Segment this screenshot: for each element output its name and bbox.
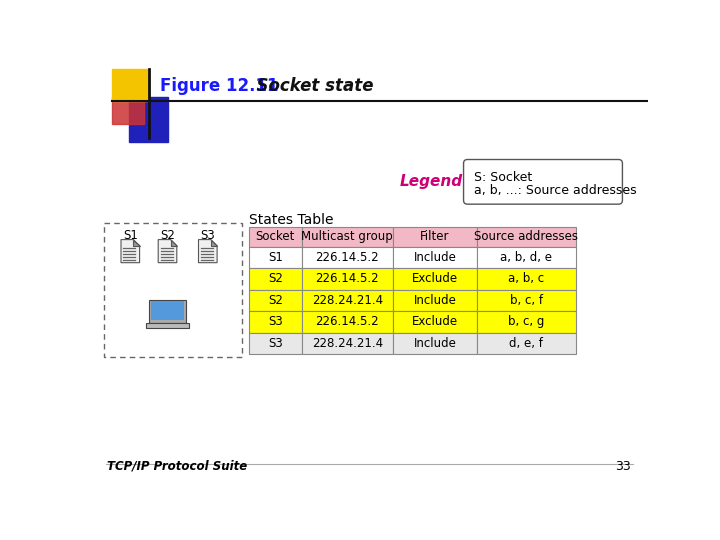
Text: Socket: Socket <box>256 230 295 243</box>
Text: a, b, ...: Source addresses: a, b, ...: Source addresses <box>474 184 636 197</box>
Text: Filter: Filter <box>420 230 449 243</box>
Text: 226.14.5.2: 226.14.5.2 <box>315 251 379 264</box>
Bar <box>302 311 393 333</box>
Polygon shape <box>199 240 217 262</box>
Bar <box>249 268 302 289</box>
Bar <box>477 268 576 289</box>
Text: Legend: Legend <box>400 174 463 190</box>
Bar <box>151 301 184 320</box>
Text: Include: Include <box>413 251 456 264</box>
Text: S3: S3 <box>200 229 215 242</box>
Text: 226.14.5.2: 226.14.5.2 <box>315 272 379 285</box>
Polygon shape <box>133 240 140 246</box>
Bar <box>112 69 149 101</box>
Bar <box>145 323 189 328</box>
Text: S3: S3 <box>268 337 283 350</box>
Text: Multicast group: Multicast group <box>302 230 393 243</box>
Bar <box>393 226 477 247</box>
Text: S: Socket: S: Socket <box>474 171 532 184</box>
Text: b, c, g: b, c, g <box>508 315 544 328</box>
Text: a, b, c: a, b, c <box>508 272 544 285</box>
Text: 226.14.5.2: 226.14.5.2 <box>315 315 379 328</box>
Text: Exclude: Exclude <box>412 315 458 328</box>
Bar <box>477 289 576 311</box>
FancyBboxPatch shape <box>464 159 622 204</box>
Bar <box>149 300 186 323</box>
Bar <box>249 226 302 247</box>
Bar <box>302 226 393 247</box>
Text: b, c, f: b, c, f <box>510 294 543 307</box>
Bar <box>477 247 576 268</box>
Text: S2: S2 <box>268 272 283 285</box>
Text: States Table: States Table <box>249 213 333 227</box>
Bar <box>129 97 168 142</box>
Text: Exclude: Exclude <box>412 272 458 285</box>
Text: Figure 12.11: Figure 12.11 <box>160 77 278 96</box>
Bar <box>393 333 477 354</box>
Bar <box>477 226 576 247</box>
Bar <box>302 289 393 311</box>
Text: S1: S1 <box>123 229 138 242</box>
Bar <box>393 268 477 289</box>
Bar <box>393 289 477 311</box>
Bar <box>249 247 302 268</box>
Text: TCP/IP Protocol Suite: TCP/IP Protocol Suite <box>107 460 247 473</box>
Text: Socket state: Socket state <box>245 77 374 96</box>
Bar <box>302 268 393 289</box>
Polygon shape <box>158 240 177 262</box>
Bar <box>393 311 477 333</box>
Text: 228.24.21.4: 228.24.21.4 <box>312 337 383 350</box>
Bar <box>112 97 144 124</box>
Text: 33: 33 <box>615 460 631 473</box>
Bar <box>104 222 242 357</box>
Text: S3: S3 <box>268 315 283 328</box>
Text: 228.24.21.4: 228.24.21.4 <box>312 294 383 307</box>
Text: S2: S2 <box>160 229 175 242</box>
Text: d, e, f: d, e, f <box>509 337 544 350</box>
Bar <box>477 333 576 354</box>
Text: a, b, d, e: a, b, d, e <box>500 251 552 264</box>
Text: Source addresses: Source addresses <box>474 230 578 243</box>
Bar <box>249 333 302 354</box>
Bar <box>393 247 477 268</box>
Polygon shape <box>171 240 177 246</box>
Bar <box>249 311 302 333</box>
Text: S1: S1 <box>268 251 283 264</box>
Text: Include: Include <box>413 294 456 307</box>
Text: Include: Include <box>413 337 456 350</box>
Bar <box>302 333 393 354</box>
Polygon shape <box>121 240 140 262</box>
Polygon shape <box>211 240 217 246</box>
Bar <box>477 311 576 333</box>
Bar <box>249 289 302 311</box>
Bar <box>302 247 393 268</box>
Text: S2: S2 <box>268 294 283 307</box>
